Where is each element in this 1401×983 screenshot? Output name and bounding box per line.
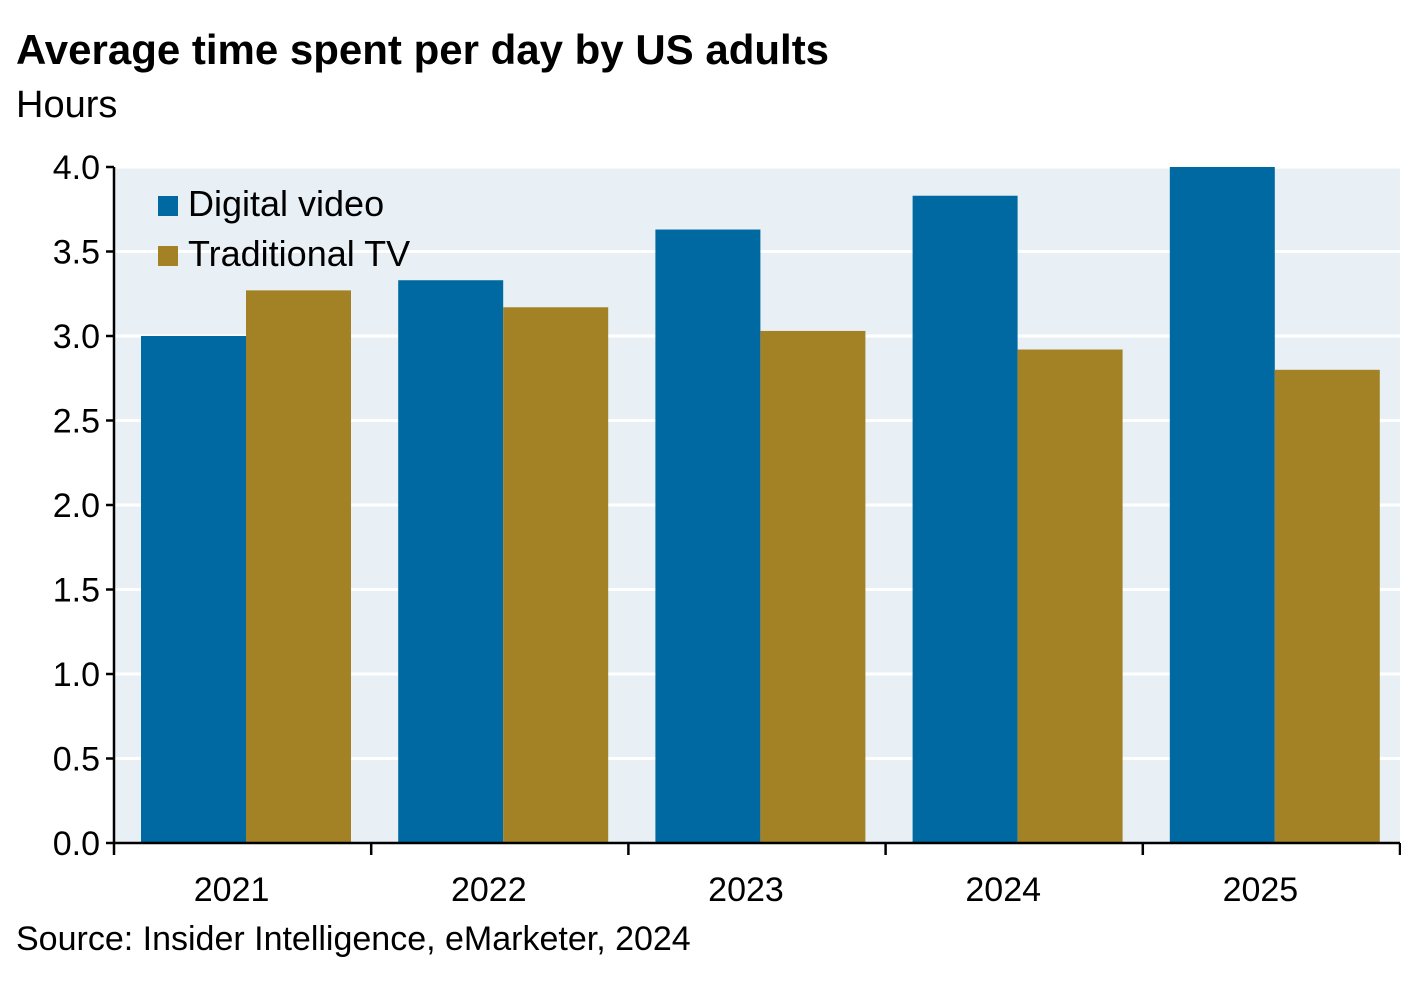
bar-digital-video-2025 [1169, 167, 1275, 843]
y-tick-label: 0.0 [53, 825, 100, 863]
bar-digital-video-2024 [912, 195, 1018, 844]
y-tick-label: 0.5 [53, 741, 100, 779]
axes [106, 165, 1401, 855]
bar-digital-video-2023 [655, 229, 761, 843]
y-tick-label: 3.5 [53, 234, 100, 272]
x-tick-label: 2023 [708, 871, 784, 909]
y-tick-label: 1.5 [53, 572, 100, 610]
legend-label: Traditional TV [188, 233, 410, 274]
x-tick-label: 2021 [194, 871, 270, 909]
legend: Digital video Traditional TV [158, 183, 410, 274]
bar-digital-video-2022 [398, 280, 504, 844]
bar-traditional-tv-2022 [503, 307, 609, 843]
bars [141, 167, 1380, 844]
y-tick-label: 2.5 [53, 403, 100, 441]
y-tick-label: 4.0 [53, 149, 100, 187]
source-note: Source: Insider Intelligence, eMarketer,… [16, 920, 691, 958]
chart-title: Average time spent per day by US adults [16, 26, 830, 73]
x-tick-label: 2024 [965, 871, 1041, 909]
y-tick-labels: 0.0 0.5 1.0 1.5 2.0 2.5 3.0 3.5 4.0 [53, 149, 100, 863]
bar-traditional-tv-2024 [1017, 349, 1123, 843]
y-tick-label: 2.0 [53, 487, 100, 525]
legend-swatch [158, 196, 178, 216]
bar-traditional-tv-2021 [246, 290, 351, 843]
bar-traditional-tv-2023 [760, 330, 866, 843]
x-tick-label: 2022 [451, 871, 527, 909]
x-tick-label: 2025 [1223, 871, 1299, 909]
x-tick-labels: 2021 2022 2023 2024 2025 [194, 871, 1298, 909]
legend-label: Digital video [188, 183, 384, 224]
bar-digital-video-2021 [141, 336, 246, 843]
y-tick-label: 3.0 [53, 318, 100, 356]
legend-swatch [158, 246, 178, 266]
chart-subtitle: Hours [16, 84, 118, 126]
y-tick-label: 1.0 [53, 656, 100, 694]
bar-traditional-tv-2025 [1274, 369, 1380, 843]
